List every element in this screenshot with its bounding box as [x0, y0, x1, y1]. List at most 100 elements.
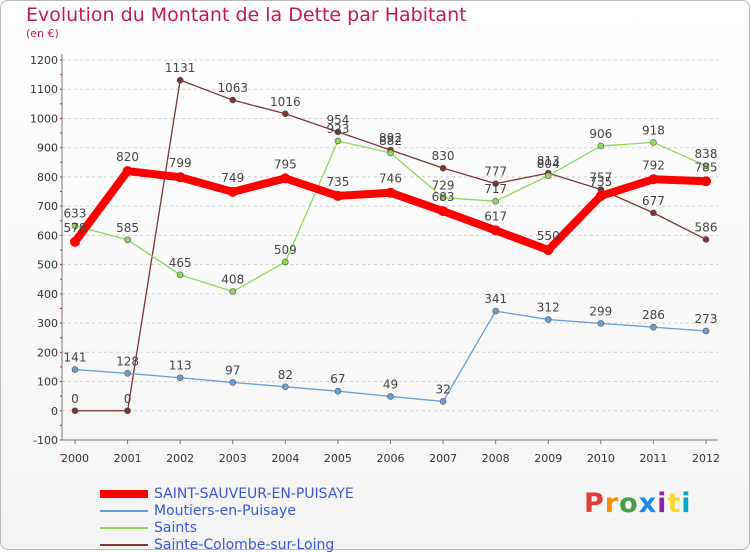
data-point [387, 393, 394, 400]
data-label: 617 [484, 209, 507, 223]
data-label: 299 [589, 304, 612, 318]
data-point [701, 176, 711, 187]
chart-title: Evolution du Montant de la Dette par Hab… [26, 4, 467, 26]
data-label: 586 [695, 220, 718, 234]
legend-swatch [100, 526, 148, 529]
y-tick-label: 100 [37, 376, 58, 389]
data-label: 82 [278, 368, 293, 382]
logo-letter: t [667, 488, 682, 519]
data-point [176, 271, 184, 279]
data-point [282, 110, 289, 118]
x-tick-label: 2000 [61, 452, 89, 465]
data-point [175, 172, 186, 183]
data-label: 1131 [165, 61, 196, 75]
data-point [439, 398, 447, 405]
chart-legend: SAINT-SAUVEUR-EN-PUISAYE Moutiers-en-Pui… [100, 485, 354, 553]
x-tick-label: 2006 [377, 452, 405, 465]
data-point [282, 258, 289, 266]
data-label: 757 [589, 170, 612, 184]
data-point [595, 190, 606, 201]
data-label: 749 [221, 171, 244, 185]
data-label: 509 [274, 243, 297, 257]
data-point [702, 236, 710, 243]
x-tick-label: 2003 [219, 452, 247, 465]
data-point [124, 407, 131, 415]
data-point [702, 162, 710, 170]
data-point [597, 142, 605, 150]
data-label: 312 [537, 301, 560, 315]
data-label: 0 [124, 392, 132, 406]
data-point [122, 166, 133, 177]
data-label: 465 [169, 256, 192, 270]
data-point [229, 96, 237, 104]
legend-item-sainte-colombe[interactable]: Sainte-Colombe-sur-Loing [100, 536, 354, 553]
data-point [70, 236, 80, 247]
data-label: 830 [432, 149, 455, 163]
data-label: 892 [379, 131, 402, 145]
data-label: 273 [695, 312, 718, 326]
y-tick-label: -100 [33, 434, 58, 447]
logo-letter: r [604, 488, 620, 519]
data-label: 683 [432, 190, 455, 204]
y-tick-label: 400 [37, 288, 58, 301]
x-tick-label: 2007 [429, 452, 457, 465]
data-label: 804 [537, 157, 560, 171]
legend-swatch [100, 509, 148, 512]
data-label: 795 [274, 157, 297, 171]
x-tick-label: 2005 [324, 452, 352, 465]
data-point [334, 137, 342, 145]
data-label: 286 [642, 308, 665, 322]
legend-item-saints[interactable]: Saints [100, 519, 354, 536]
data-label: 813 [537, 154, 560, 168]
data-label: 128 [116, 354, 139, 368]
y-tick-label: 700 [37, 200, 58, 213]
legend-swatch [100, 543, 148, 546]
data-label: 777 [484, 165, 507, 179]
data-point [650, 139, 657, 146]
data-point [282, 383, 289, 391]
data-label: 838 [695, 147, 718, 161]
y-tick-label: 300 [37, 317, 58, 330]
data-point [229, 379, 237, 386]
data-label: 97 [225, 363, 240, 377]
x-tick-label: 2012 [692, 452, 720, 465]
legend-item-moutiers[interactable]: Moutiers-en-Puisaye [100, 502, 354, 519]
x-tick-label: 2011 [639, 452, 667, 465]
y-tick-label: 800 [37, 171, 58, 184]
data-label: 341 [484, 292, 507, 306]
data-point [176, 76, 184, 84]
data-point [544, 172, 552, 180]
data-label: 918 [642, 123, 665, 137]
data-label: 923 [326, 122, 349, 136]
data-point [597, 320, 605, 327]
logo-letter: i [681, 488, 692, 519]
data-label: 906 [589, 127, 612, 141]
data-point [71, 222, 79, 230]
data-point [650, 209, 657, 217]
data-label: 67 [330, 372, 345, 386]
data-label: 585 [116, 221, 139, 235]
data-point [334, 128, 342, 136]
data-label: 1063 [217, 81, 248, 95]
logo-letter: P [584, 488, 605, 519]
data-point [544, 316, 552, 323]
data-label: 677 [642, 194, 665, 208]
x-tick-label: 2010 [587, 452, 615, 465]
data-point [702, 327, 710, 335]
data-label: 0 [71, 392, 79, 406]
data-point [332, 190, 343, 201]
data-point [648, 174, 659, 185]
legend-item-saint-sauveur[interactable]: SAINT-SAUVEUR-EN-PUISAYE [100, 485, 354, 502]
data-point [439, 194, 447, 201]
data-point [176, 374, 184, 382]
data-label: 578 [64, 221, 87, 235]
x-tick-label: 2001 [114, 452, 142, 465]
logo-letter: x [638, 488, 658, 519]
legend-label: Sainte-Colombe-sur-Loing [154, 536, 335, 553]
data-label: 729 [432, 179, 455, 193]
data-label: 633 [64, 207, 87, 221]
data-label: 32 [435, 382, 450, 396]
data-label: 113 [169, 359, 192, 373]
y-tick-label: 600 [37, 229, 58, 242]
